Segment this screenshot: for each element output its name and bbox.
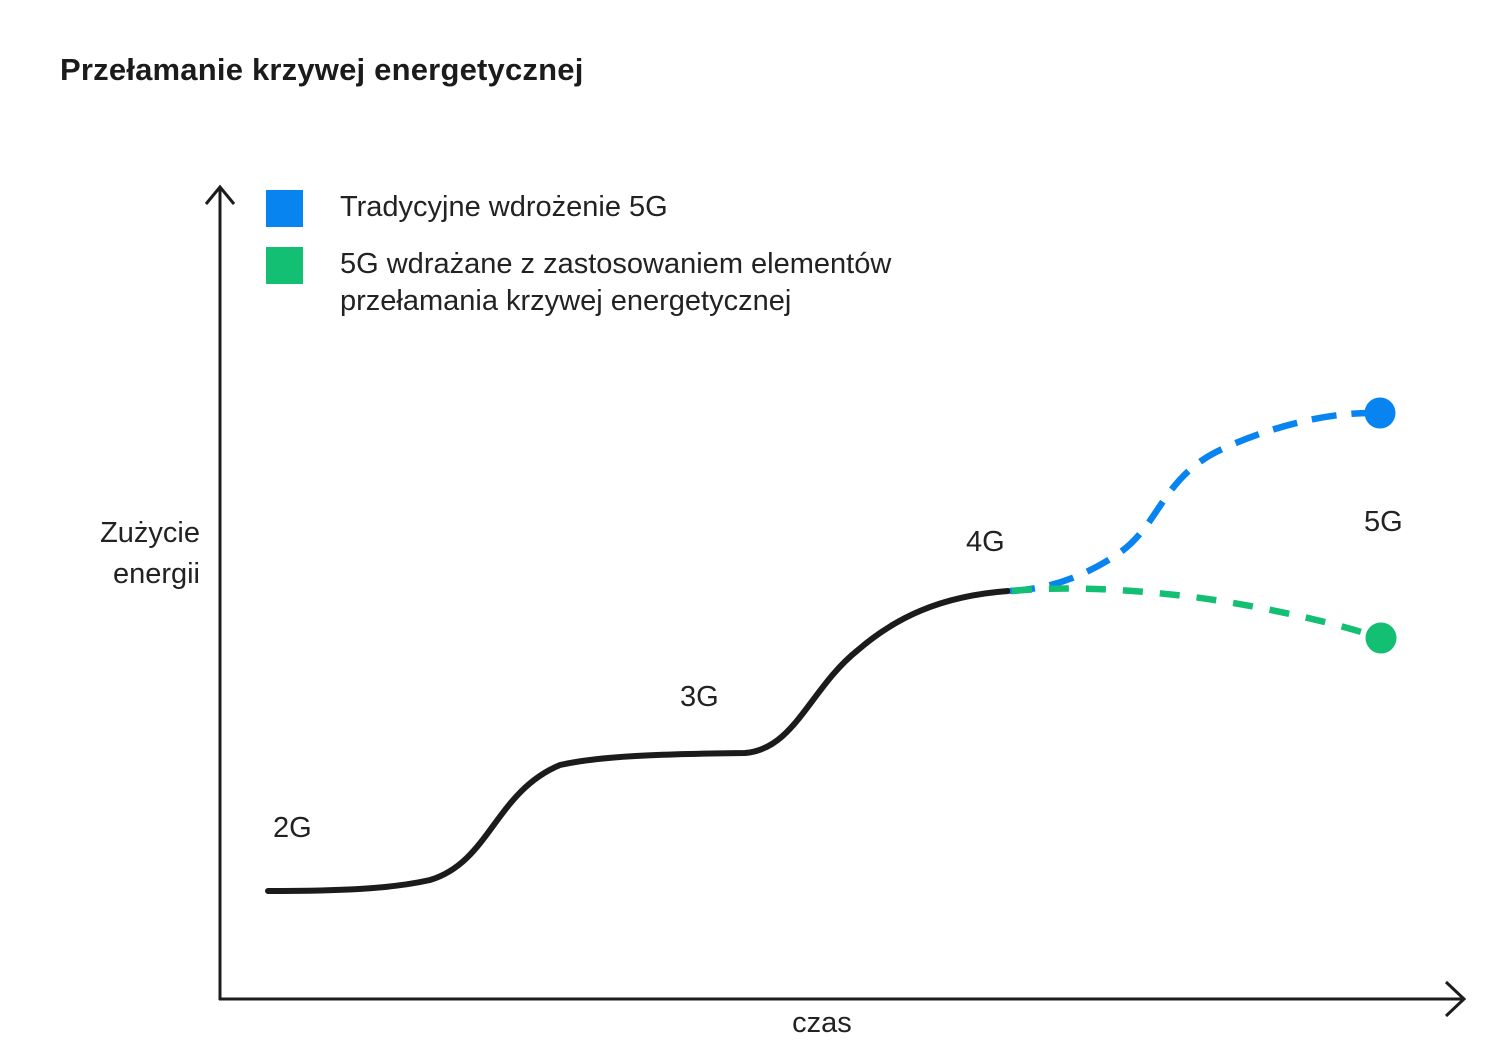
legend-label-optimized-5g-line1: 5G wdrażane z zastosowaniem elementów	[340, 248, 892, 280]
x-axis-arrow-icon	[1444, 980, 1467, 1018]
optimized-5g-curve	[1011, 585, 1373, 639]
curve-label-2g: 2G	[273, 812, 312, 844]
traditional-5g-endpoint-dot	[1364, 397, 1396, 429]
y-axis-arrow-icon	[204, 184, 236, 205]
x-axis-label: czas	[792, 1007, 852, 1039]
legend-swatch-optimized-5g	[266, 247, 303, 284]
y-axis-label-line2: energii	[112, 558, 200, 590]
legend-label-optimized-5g: 5G wdrażane z zastosowaniem elementów pr…	[340, 246, 891, 320]
chart-title: Przełamanie krzywej energetycznej	[60, 52, 584, 87]
curve-label-3g: 3G	[680, 681, 719, 713]
legend-label-optimized-5g-line2: przełamania krzywej energetycznej	[340, 285, 792, 317]
historic-energy-curve	[265, 588, 1011, 894]
optimized-5g-endpoint-dot	[1365, 622, 1397, 654]
y-axis-label-line1: Zużycie	[100, 517, 200, 549]
legend-label-traditional-5g: Tradycyjne wdrożenie 5G	[340, 191, 668, 223]
y-axis-label: Zużycie energii	[38, 513, 200, 595]
traditional-5g-curve	[1009, 409, 1372, 595]
curve-label-5g: 5G	[1364, 506, 1403, 538]
legend-swatch-traditional-5g	[266, 190, 303, 227]
curve-label-4g: 4G	[966, 526, 1005, 558]
